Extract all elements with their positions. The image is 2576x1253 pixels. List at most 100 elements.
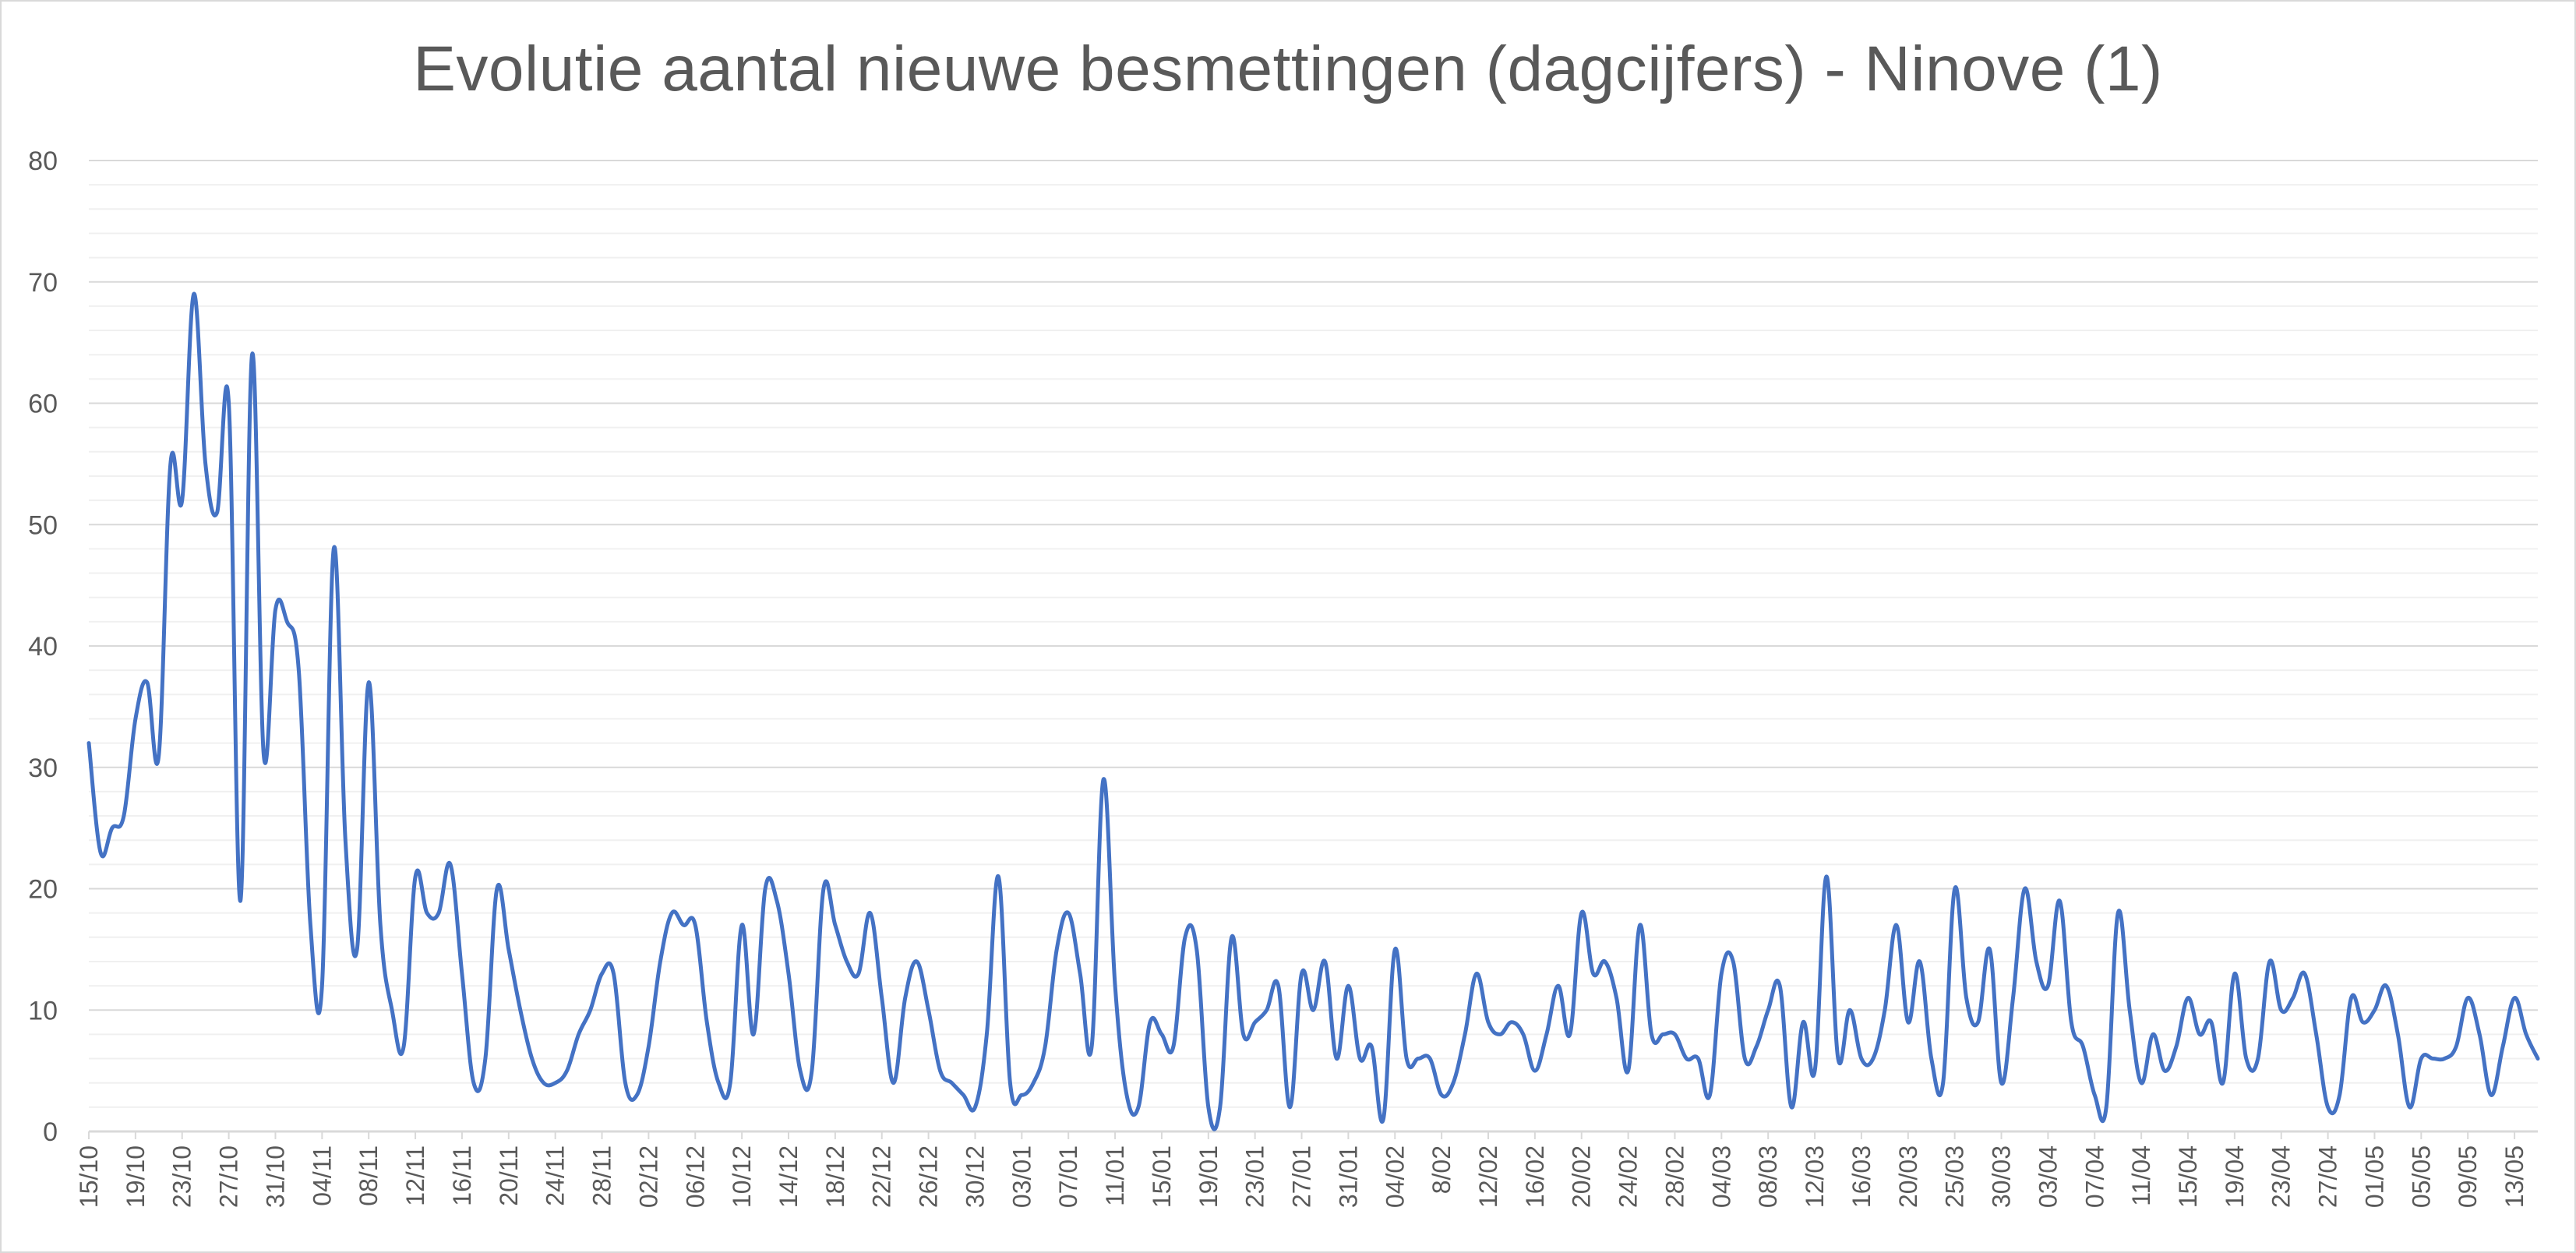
data-point — [203, 461, 208, 466]
data-point — [192, 291, 196, 296]
data-point — [2023, 887, 2027, 891]
data-point — [262, 753, 266, 757]
data-point — [448, 862, 453, 867]
x-tick-label: 05/05 — [2407, 1145, 2435, 1208]
data-point — [1742, 1057, 1747, 1061]
y-tick-label: 0 — [43, 1117, 58, 1147]
data-point — [2080, 1044, 2085, 1049]
data-point — [1603, 959, 1607, 964]
x-tick-label: 18/12 — [821, 1145, 849, 1208]
data-point — [1334, 1057, 1339, 1061]
data-point — [658, 959, 662, 964]
data-point — [1871, 1057, 1876, 1061]
data-point — [996, 874, 1000, 879]
data-point — [1474, 972, 1479, 976]
x-tick-label: 16/03 — [1847, 1145, 1876, 1208]
data-point — [1346, 983, 1350, 988]
data-point — [1206, 1105, 1211, 1110]
data-point — [786, 972, 791, 976]
data-point — [1054, 947, 1059, 951]
data-point — [1976, 1020, 1981, 1025]
data-point — [2279, 1008, 2284, 1012]
data-point — [2069, 1020, 2073, 1025]
data-point — [2326, 1105, 2331, 1110]
x-tick-label: 19/04 — [2221, 1145, 2249, 1208]
data-point — [1731, 959, 1735, 964]
data-point — [1171, 1044, 1176, 1049]
data-point — [2442, 1057, 2447, 1061]
data-point — [1089, 1044, 1094, 1049]
data-point — [1696, 1057, 1700, 1061]
x-tick-label: 06/12 — [681, 1145, 709, 1208]
data-point — [1707, 1092, 1712, 1097]
y-tick-label: 60 — [28, 390, 58, 419]
data-points — [86, 291, 2540, 1121]
data-point — [868, 911, 873, 916]
data-point — [2244, 1057, 2249, 1061]
data-point — [296, 668, 301, 672]
data-point — [600, 972, 605, 976]
data-point — [157, 753, 161, 757]
data-point — [681, 923, 686, 927]
data-point — [1777, 983, 1782, 988]
data-point — [2162, 1068, 2167, 1073]
data-point — [2419, 1057, 2423, 1061]
x-tick-label: 24/11 — [542, 1145, 570, 1206]
x-tick-label: 30/12 — [961, 1145, 989, 1208]
data-point — [1007, 1081, 1012, 1085]
data-point — [1031, 1081, 1036, 1085]
data-point — [903, 996, 908, 1001]
data-point — [751, 1032, 756, 1036]
data-point — [1953, 887, 1957, 891]
data-point — [1836, 1057, 1840, 1061]
x-tick-label: 03/04 — [2034, 1145, 2062, 1208]
data-point — [1801, 1020, 1805, 1025]
data-point — [693, 923, 697, 927]
data-point — [1544, 1032, 1549, 1036]
data-point — [436, 911, 441, 916]
data-point — [425, 911, 429, 916]
data-point — [1357, 1057, 1362, 1061]
data-point — [1498, 1032, 1502, 1036]
x-tick-label: 31/10 — [261, 1145, 289, 1208]
data-point — [2256, 1057, 2260, 1061]
x-tick-label: 12/03 — [1801, 1145, 1829, 1208]
x-tick-label: 15/01 — [1148, 1145, 1176, 1208]
data-point — [518, 1008, 523, 1012]
data-point — [1124, 1092, 1129, 1097]
data-point — [669, 911, 674, 916]
data-point — [1883, 1008, 1887, 1012]
data-point — [1789, 1105, 1794, 1110]
data-point — [704, 1020, 709, 1025]
x-tick-label: 04/03 — [1707, 1145, 1735, 1208]
data-point — [2186, 996, 2190, 1001]
x-tick-label: 01/05 — [2360, 1145, 2388, 1208]
data-point — [1416, 1057, 1420, 1061]
y-axis-ticks: 0 10 20 30 40 50 60 70 80 — [28, 146, 58, 1147]
data-point — [1766, 1008, 1770, 1012]
data-point — [2197, 1032, 2202, 1036]
data-point — [1812, 1068, 1817, 1073]
data-point — [284, 619, 289, 624]
data-point — [2361, 1020, 2366, 1025]
data-point — [98, 850, 103, 855]
data-point — [460, 972, 464, 976]
data-point — [1650, 1032, 1654, 1036]
x-tick-label: 27/10 — [215, 1145, 243, 1208]
data-point — [2221, 1081, 2225, 1085]
x-tick-label: 08/11 — [355, 1145, 383, 1206]
data-point — [331, 546, 336, 551]
data-point — [1218, 1105, 1223, 1110]
data-point — [483, 1057, 488, 1061]
data-point — [1392, 947, 1397, 951]
data-point — [1754, 1044, 1759, 1049]
x-tick-label: 12/02 — [1474, 1145, 1502, 1208]
data-point — [2303, 972, 2307, 976]
data-point — [950, 1081, 955, 1085]
data-point — [634, 1092, 639, 1097]
data-point — [821, 887, 826, 891]
data-point — [1684, 1057, 1689, 1061]
y-tick-label: 20 — [28, 875, 58, 905]
data-point — [2232, 972, 2237, 976]
y-tick-label: 70 — [28, 268, 58, 298]
